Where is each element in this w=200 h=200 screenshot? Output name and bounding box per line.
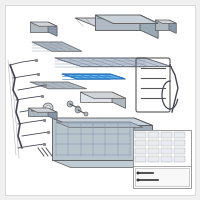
Polygon shape [55, 58, 172, 67]
Polygon shape [75, 18, 155, 26]
Bar [174, 156, 185, 162]
Circle shape [67, 101, 73, 107]
Bar [161, 156, 172, 162]
Polygon shape [32, 42, 82, 51]
Polygon shape [30, 22, 57, 26]
Circle shape [136, 171, 140, 174]
Bar [133, 130, 191, 188]
Polygon shape [95, 15, 140, 30]
Polygon shape [48, 22, 57, 36]
Polygon shape [95, 15, 158, 23]
Polygon shape [134, 118, 153, 167]
Bar [148, 156, 159, 162]
Polygon shape [52, 118, 153, 125]
Circle shape [46, 106, 50, 110]
Bar [135, 140, 146, 146]
Bar [148, 140, 159, 146]
Bar [161, 132, 172, 138]
Polygon shape [140, 15, 158, 38]
Bar [161, 148, 172, 154]
Bar [174, 148, 185, 154]
Polygon shape [80, 92, 126, 98]
Polygon shape [48, 108, 57, 120]
Bar [148, 148, 159, 154]
Polygon shape [28, 108, 48, 116]
Circle shape [136, 178, 140, 182]
Bar [174, 140, 185, 146]
Polygon shape [155, 20, 176, 23]
Bar [135, 132, 146, 138]
Polygon shape [155, 20, 169, 30]
Circle shape [43, 103, 53, 113]
Circle shape [84, 112, 88, 116]
Polygon shape [30, 82, 87, 89]
Polygon shape [80, 92, 112, 102]
Bar [161, 140, 172, 146]
Polygon shape [52, 118, 134, 160]
Bar [148, 132, 159, 138]
Polygon shape [169, 20, 176, 33]
Circle shape [75, 107, 81, 113]
Bar [135, 168, 189, 186]
Polygon shape [28, 108, 57, 112]
Bar [135, 148, 146, 154]
Polygon shape [30, 22, 48, 32]
Polygon shape [56, 122, 143, 127]
Bar [135, 156, 146, 162]
Polygon shape [112, 92, 126, 108]
Circle shape [76, 106, 80, 110]
Bar [174, 132, 185, 138]
Polygon shape [62, 74, 125, 79]
Polygon shape [5, 5, 195, 195]
Polygon shape [52, 160, 153, 167]
